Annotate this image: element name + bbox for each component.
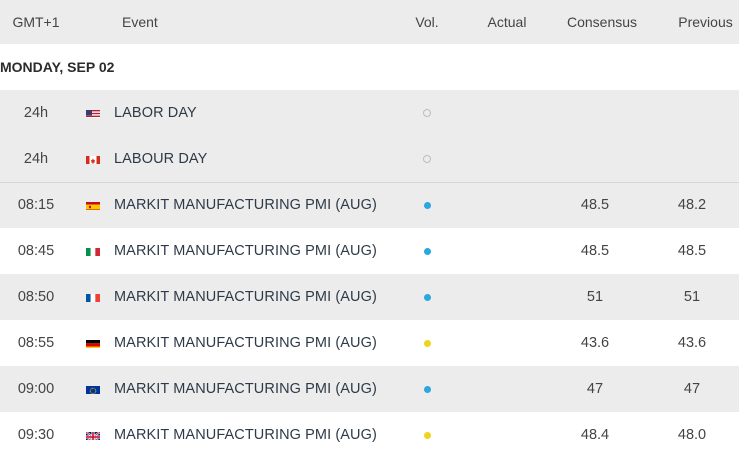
event-time: 09:00 <box>17 381 55 397</box>
event-consensus: 48.4 <box>580 427 610 443</box>
event-consensus: 47 <box>586 381 604 397</box>
volatility-medium-icon <box>423 247 431 255</box>
row-divider <box>0 182 739 183</box>
event-time: 08:45 <box>17 243 55 259</box>
event-previous: 48.0 <box>677 427 707 443</box>
header-previous[interactable]: Previous <box>678 14 733 30</box>
volatility-low-icon <box>423 109 431 117</box>
volatility-high-icon <box>423 339 431 347</box>
event-time: 09:30 <box>17 427 55 443</box>
event-row[interactable]: 09:30 MARKIT MANUFACTURING PMI (AUG) 48.… <box>0 412 739 458</box>
event-time: 24h <box>23 105 49 121</box>
event-row[interactable]: 24h LABOUR DAY <box>0 136 739 182</box>
event-name[interactable]: MARKIT MANUFACTURING PMI (AUG) <box>114 381 377 397</box>
volatility-medium-icon <box>423 201 431 209</box>
event-name[interactable]: LABOR DAY <box>114 105 197 121</box>
event-time: 24h <box>23 151 49 167</box>
event-previous: 47 <box>683 381 701 397</box>
event-name[interactable]: MARKIT MANUFACTURING PMI (AUG) <box>114 289 377 305</box>
event-name[interactable]: LABOUR DAY <box>114 151 208 167</box>
event-name[interactable]: MARKIT MANUFACTURING PMI (AUG) <box>114 243 377 259</box>
volatility-low-icon <box>423 155 431 163</box>
event-name[interactable]: MARKIT MANUFACTURING PMI (AUG) <box>114 335 377 351</box>
it-flag-icon <box>86 246 100 256</box>
event-previous: 43.6 <box>677 335 707 351</box>
volatility-medium-icon <box>423 293 431 301</box>
event-name[interactable]: MARKIT MANUFACTURING PMI (AUG) <box>114 427 377 443</box>
event-time: 08:15 <box>17 197 55 213</box>
event-row[interactable]: 08:50 MARKIT MANUFACTURING PMI (AUG) 51 … <box>0 274 739 320</box>
ca-flag-icon <box>86 154 100 164</box>
es-flag-icon <box>86 200 100 210</box>
us-flag-icon <box>86 108 100 118</box>
event-previous: 48.5 <box>677 243 707 259</box>
date-label: MONDAY, SEP 02 <box>0 59 115 75</box>
event-consensus: 48.5 <box>580 197 610 213</box>
event-row[interactable]: 08:45 MARKIT MANUFACTURING PMI (AUG) 48.… <box>0 228 739 274</box>
event-consensus: 43.6 <box>580 335 610 351</box>
header-time[interactable]: GMT+1 <box>12 14 60 30</box>
event-time: 08:55 <box>17 335 55 351</box>
header-event[interactable]: Event <box>122 14 158 30</box>
event-previous: 51 <box>683 289 701 305</box>
event-consensus: 51 <box>586 289 604 305</box>
header-vol[interactable]: Vol. <box>415 14 439 30</box>
event-row[interactable]: 08:15 MARKIT MANUFACTURING PMI (AUG) 48.… <box>0 182 739 228</box>
event-previous: 48.2 <box>677 197 707 213</box>
event-consensus: 48.5 <box>580 243 610 259</box>
de-flag-icon <box>86 338 100 348</box>
volatility-medium-icon <box>423 385 431 393</box>
eu-flag-icon <box>86 384 100 394</box>
header-consensus[interactable]: Consensus <box>566 14 638 30</box>
calendar-header: GMT+1 Event Vol. Actual Consensus Previo… <box>0 0 739 44</box>
event-name[interactable]: MARKIT MANUFACTURING PMI (AUG) <box>114 197 377 213</box>
volatility-high-icon <box>423 431 431 439</box>
header-actual[interactable]: Actual <box>487 14 527 30</box>
fr-flag-icon <box>86 292 100 302</box>
gb-flag-icon <box>86 430 100 440</box>
event-row[interactable]: 09:00 MARKIT MANUFACTURING PMI (AUG) 47 … <box>0 366 739 412</box>
event-row[interactable]: 24h LABOR DAY <box>0 90 739 136</box>
event-time: 08:50 <box>17 289 55 305</box>
date-heading: MONDAY, SEP 02 <box>0 44 739 90</box>
event-row[interactable]: 08:55 MARKIT MANUFACTURING PMI (AUG) 43.… <box>0 320 739 366</box>
